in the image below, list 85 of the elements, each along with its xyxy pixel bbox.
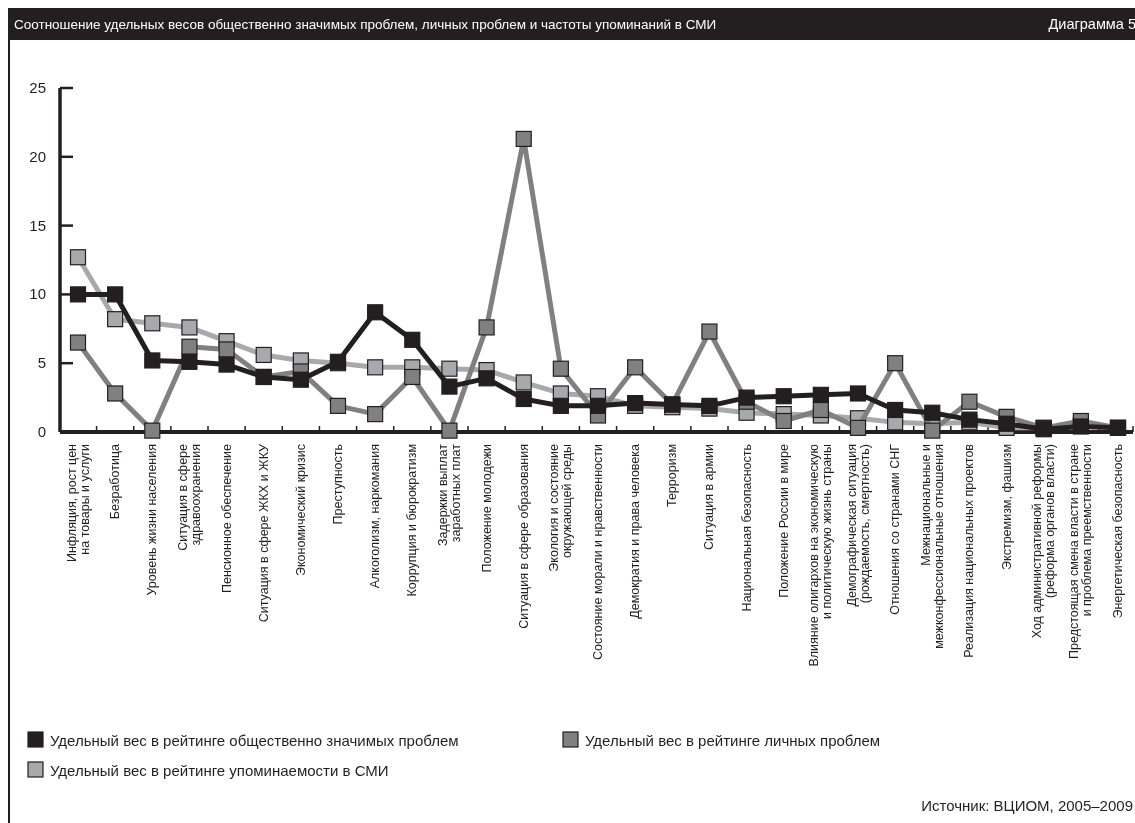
x-tick-label: Ситуация в сфере ЖКХ и ЖКУ [256,443,271,623]
point [812,386,829,403]
point [181,353,198,370]
point [924,422,941,439]
y-tick-label: 5 [37,354,46,372]
y-tick-label: 20 [29,147,46,165]
point [701,323,718,340]
x-tick-label: Демографическая ситуация (рождаемость, смертность) [844,444,872,607]
point [329,397,347,414]
point [441,360,458,377]
x-tick-label: Безработица [108,443,123,520]
point [404,331,421,348]
x-tick-label: Алкоголизм, наркомания [368,444,383,589]
legend-label: Удельный вес в рейтинге личных проблем [585,732,881,749]
x-tick-label: Ситуация в армии [702,443,717,550]
y-tick-label: 25 [29,79,46,96]
point [849,419,867,436]
point [775,388,792,405]
point [181,319,198,336]
point [218,341,235,358]
x-tick-label: Пенсионное обеспечение [219,443,234,593]
point [515,374,532,391]
point [849,385,867,402]
point [144,352,161,369]
x-tick-label: Состояние морали и нравственности [591,443,605,660]
chart-subtitle: Диаграмма 5 [1048,16,1135,32]
point [775,412,792,430]
point [255,346,272,364]
x-tick-label: Ситуация в сфере образования [516,444,531,629]
point [961,393,978,410]
point [107,311,124,328]
point [144,315,161,332]
point [367,359,384,376]
y-tick-label: 0 [37,423,46,440]
point [515,130,532,148]
x-tick-label: Задержки выплат заработных плат [435,443,463,547]
point [441,378,458,395]
x-tick-label: Коррупция и бюрократизм [405,444,420,597]
point [478,319,495,336]
point [69,286,87,303]
x-tick-label: Терроризм [665,444,680,508]
x-tick-label: Преступность [331,444,345,525]
point [627,359,644,376]
chart-title: Соотношение удельных весов общественно значимых проблем, личных проблем и частоты упоминаний в СМИ [14,17,717,32]
point [107,385,124,402]
x-tick-label: Положение молодежи [479,443,494,573]
point [218,356,235,373]
point [812,401,829,419]
point [924,404,941,421]
y-tick-label: 15 [29,216,46,234]
point [887,401,904,419]
point [738,389,755,406]
x-tick-label: Национальная безопасность [739,444,754,612]
x-tick-label: Экстремизм, фашизм [999,444,1014,570]
y-tick-label: 10 [29,285,46,303]
point [478,370,495,387]
point [552,397,569,414]
x-tick-label: Экономический кризис [293,444,308,576]
point [404,368,421,386]
point [441,422,458,439]
point [292,371,309,388]
point [998,415,1015,432]
point [107,286,124,303]
point [367,406,384,423]
point [552,360,569,377]
legend-label: Удельный вес в рейтинге упоминаемости в СМИ [50,762,389,779]
text: Источник: ВЦИОМ, 2005–2009 [921,797,1133,814]
x-tick-label: Уровень жизни населения [145,444,160,596]
point [144,422,161,439]
x-tick-label: Отношения со странами СНГ [888,443,903,615]
x-tick-label: Влияние олигархов на экономическую и политическую жизнь страны [807,443,835,667]
point [69,249,87,266]
point [887,355,904,372]
x-tick-label: Инфляция, рост цен на товары и услуги [64,443,92,563]
point [367,304,384,321]
point [589,397,607,414]
x-tick-label: Положение России в мире [776,443,791,598]
legend-label: Удельный вес в рейтинге общественно значимых проблем [50,732,459,749]
x-tick-label: Ход административной реформы (реформа органов власти) [1030,443,1058,639]
x-tick-label: Демократия и права человека [628,443,643,619]
point [181,338,198,355]
point [69,334,87,351]
x-tick-label: Энергетическая безопасность [1111,444,1125,619]
point [515,390,532,408]
x-tick-label: Реализация национальных проектов [962,443,977,658]
